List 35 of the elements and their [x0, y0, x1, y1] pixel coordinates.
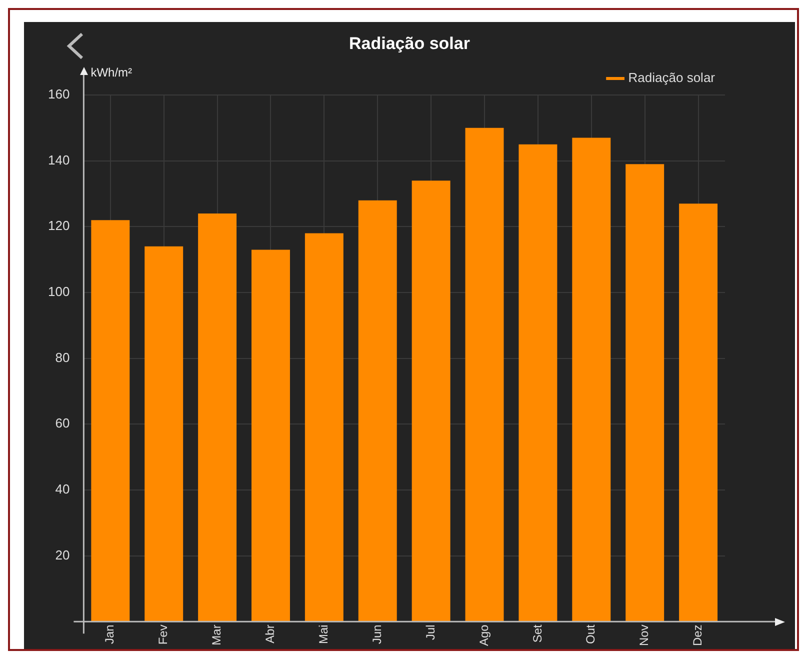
bar	[358, 200, 397, 622]
y-tick-label: 140	[48, 152, 70, 168]
bar	[572, 138, 611, 622]
legend-label: Radiação solar	[628, 70, 716, 86]
bar	[252, 250, 290, 622]
x-tick-label: Nov	[637, 624, 652, 646]
x-tick-label: Fev	[156, 624, 170, 645]
x-tick-label: Set	[530, 624, 544, 643]
x-tick-label: Mai	[316, 624, 330, 644]
y-tick-label: 100	[48, 284, 70, 300]
y-tick-label: 80	[55, 350, 70, 365]
bar	[144, 246, 184, 622]
y-tick-label: 60	[55, 416, 70, 431]
chart-title: Radiação solar	[348, 34, 471, 54]
x-tick-label: Abr	[263, 624, 278, 644]
bar	[518, 144, 558, 622]
y-tick-label: 20	[55, 547, 70, 562]
x-tick-label: Jan	[102, 624, 117, 644]
x-tick-label: Mar	[210, 624, 224, 646]
bar	[412, 180, 450, 622]
bar	[304, 233, 344, 622]
x-tick-label: Ago	[476, 624, 491, 646]
x-tick-label: Dez	[690, 624, 705, 646]
bar	[465, 128, 504, 622]
bar	[91, 220, 130, 622]
bar	[626, 164, 664, 622]
x-tick-label: Out	[584, 624, 598, 644]
y-axis-title: kWh/m²	[90, 65, 132, 80]
y-tick-label: 120	[48, 218, 70, 234]
y-tick-label: 160	[48, 86, 70, 102]
x-tick-label: Jun	[370, 624, 384, 644]
y-tick-label: 40	[55, 482, 70, 497]
bar	[679, 204, 718, 622]
bar	[198, 213, 237, 622]
x-tick-label: Jul	[423, 624, 438, 640]
